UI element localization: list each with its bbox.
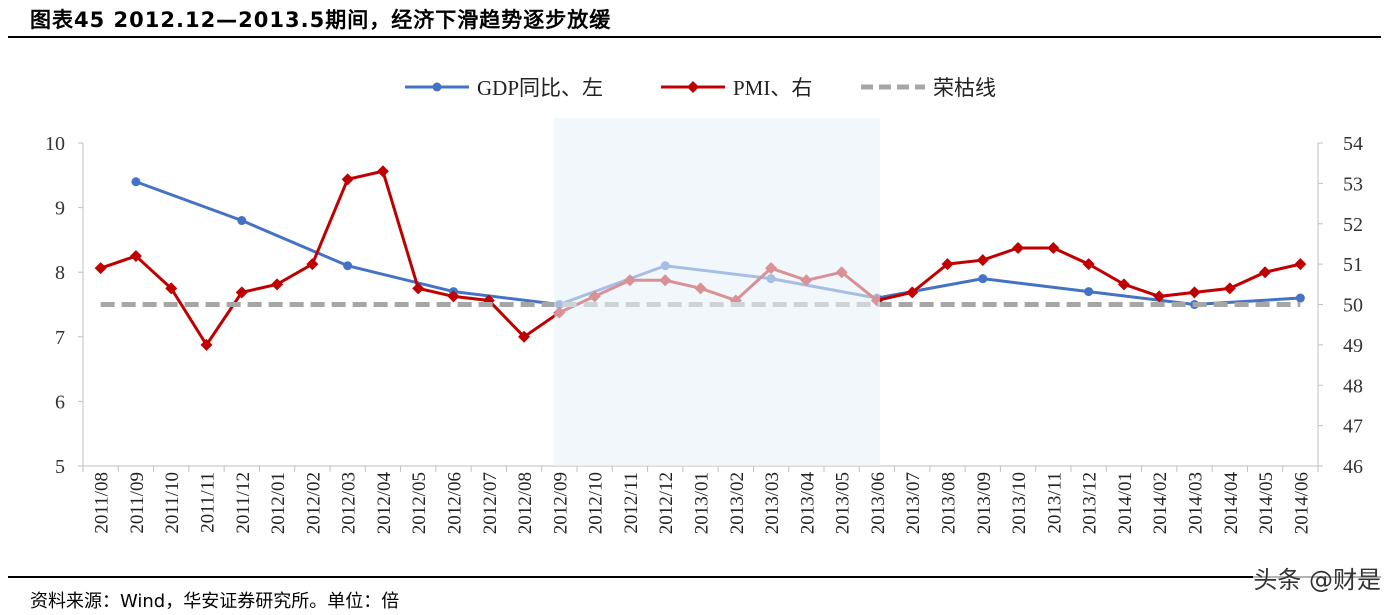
- pmi-point: [1012, 241, 1025, 254]
- x-tick-label: 2014/05: [1256, 472, 1277, 534]
- right-tick-label: 47: [1343, 416, 1363, 438]
- x-tick-label: 2013/08: [939, 472, 960, 534]
- x-tick-label: 2012/01: [268, 472, 289, 534]
- gdp-point: [1084, 287, 1094, 297]
- legend-label: 荣枯线: [933, 76, 996, 100]
- x-tick-label: 2013/12: [1080, 472, 1101, 534]
- gdp-point: [131, 177, 141, 187]
- x-tick-label: 2014/04: [1221, 472, 1242, 535]
- left-tick-label: 5: [55, 456, 65, 478]
- right-tick-label: 52: [1343, 214, 1363, 236]
- left-tick-label: 6: [55, 391, 65, 413]
- x-tick-label: 2013/10: [1009, 472, 1030, 534]
- highlight-period: [554, 118, 880, 466]
- pmi-point: [518, 330, 531, 343]
- pmi-point: [341, 173, 354, 186]
- x-tick-label: 2013/02: [727, 472, 748, 534]
- pmi-point: [1259, 266, 1272, 279]
- x-tick-label: 2014/02: [1150, 472, 1171, 534]
- right-tick-label: 54: [1343, 133, 1363, 155]
- x-tick-label: 2011/11: [198, 472, 219, 533]
- x-tick-label: 2011/08: [92, 472, 113, 534]
- pmi-point: [94, 262, 107, 275]
- right-tick-label: 48: [1343, 375, 1363, 397]
- watermark: 头条 @财是: [1253, 560, 1381, 595]
- x-tick-label: 2013/04: [797, 472, 818, 535]
- x-tick-label: 2014/01: [1115, 472, 1136, 534]
- x-tick-label: 2012/02: [303, 472, 324, 534]
- x-tick-label: 2012/07: [480, 472, 501, 534]
- pmi-point: [941, 258, 954, 271]
- x-tick-label: 2013/11: [1044, 472, 1065, 534]
- gdp-point: [343, 261, 353, 271]
- pmi-point: [1294, 258, 1307, 271]
- right-tick-label: 53: [1343, 173, 1363, 195]
- pmi-point: [1223, 282, 1236, 295]
- x-tick-label: 2014/03: [1186, 472, 1207, 534]
- top-rule: [8, 36, 1381, 38]
- x-tick-label: 2013/07: [903, 472, 924, 534]
- x-tick-label: 2012/05: [409, 472, 430, 534]
- left-tick-label: 7: [55, 327, 65, 349]
- x-tick-label: 2012/06: [445, 472, 466, 534]
- x-tick-label: 2013/05: [833, 472, 854, 534]
- legend-diamond-marker: [687, 81, 699, 93]
- pmi-point: [165, 282, 178, 295]
- source-note: 资料来源：Wind，华安证券研究所。单位：倍: [30, 591, 400, 612]
- x-tick-label: 2013/03: [762, 472, 783, 534]
- x-tick-label: 2011/09: [127, 472, 148, 534]
- pmi-point: [271, 278, 284, 291]
- pmi-point: [1082, 258, 1095, 271]
- gdp-point: [237, 216, 247, 226]
- pmi-point: [129, 250, 142, 263]
- legend-label: PMI、右: [733, 76, 812, 100]
- x-tick-label: 2012/10: [586, 472, 607, 534]
- pmi-point: [906, 286, 919, 299]
- left-tick-label: 8: [55, 262, 65, 284]
- x-tick-label: 2012/11: [621, 472, 642, 534]
- right-tick-label: 46: [1343, 456, 1363, 478]
- left-tick-label: 9: [55, 198, 65, 220]
- pmi-point: [976, 254, 989, 267]
- left-tick-label: 10: [45, 133, 65, 155]
- pmi-point: [1153, 290, 1166, 303]
- bottom-rule: [8, 576, 1381, 578]
- x-tick-label: 2014/06: [1291, 472, 1312, 534]
- pmi-point: [447, 290, 460, 303]
- x-tick-label: 2012/12: [656, 472, 677, 534]
- pmi-point: [306, 258, 319, 271]
- x-tick-label: 2011/10: [162, 472, 183, 534]
- x-tick-label: 2013/06: [868, 472, 889, 534]
- right-tick-label: 51: [1343, 254, 1363, 276]
- pmi-point: [412, 282, 425, 295]
- x-tick-label: 2012/09: [550, 472, 571, 534]
- x-tick-label: 2013/01: [692, 472, 713, 534]
- right-tick-label: 50: [1343, 295, 1363, 317]
- pmi-point: [1188, 286, 1201, 299]
- x-tick-label: 2012/04: [374, 472, 395, 535]
- legend-circle-marker: [432, 82, 442, 92]
- figure-title: 图表45 2012.12—2013.5期间，经济下滑趋势逐步放缓: [30, 8, 612, 32]
- right-tick-label: 49: [1343, 335, 1363, 357]
- gdp-point: [978, 274, 988, 284]
- pmi-point: [376, 165, 389, 178]
- pmi-point: [200, 338, 213, 351]
- x-tick-label: 2013/09: [974, 472, 995, 534]
- pmi-point: [1047, 241, 1060, 254]
- x-tick-label: 2012/08: [515, 472, 536, 534]
- gdp-point: [1295, 293, 1305, 303]
- legend-label: GDP同比、左: [477, 76, 603, 100]
- x-tick-label: 2011/12: [233, 472, 254, 534]
- pmi-point: [1117, 278, 1130, 291]
- x-tick-label: 2012/03: [339, 472, 360, 534]
- pmi-point: [235, 286, 248, 299]
